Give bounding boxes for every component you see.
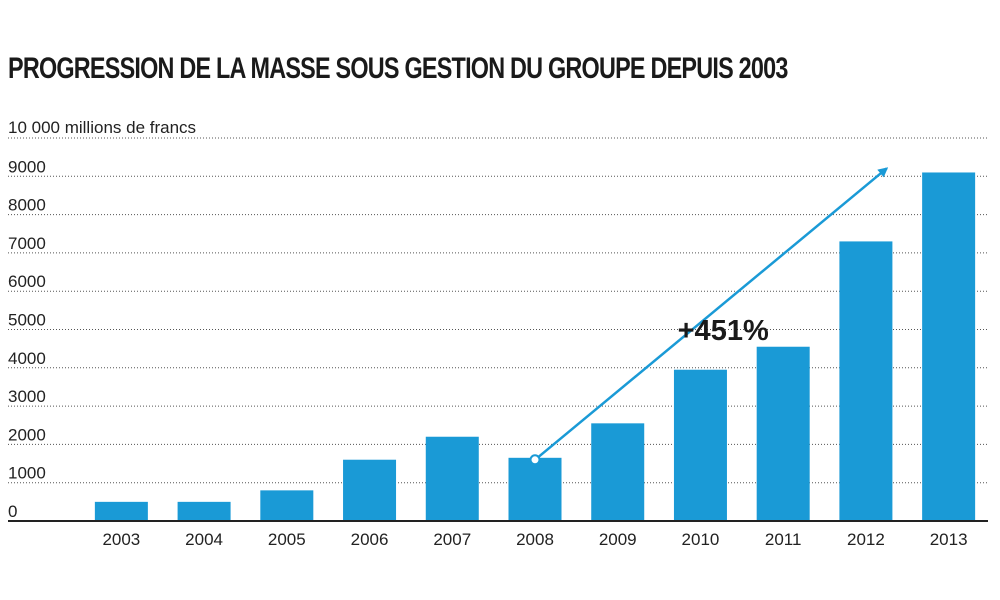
bar-2013 <box>922 172 976 521</box>
bar-2011 <box>756 346 810 521</box>
x-tick-label: 2012 <box>847 530 885 549</box>
bar-2003 <box>94 501 148 521</box>
y-tick-label: 5000 <box>8 311 46 330</box>
growth-arrow-start-dot <box>529 454 541 466</box>
y-tick-label: 2000 <box>8 425 46 444</box>
x-tick-label: 2009 <box>599 530 637 549</box>
y-tick-label: 7000 <box>8 234 46 253</box>
bar-2004 <box>177 501 231 521</box>
bar-2007 <box>425 436 479 521</box>
x-tick-label: 2004 <box>185 530 223 549</box>
bar-2005 <box>260 490 314 521</box>
growth-annotation-label: +451% <box>678 315 769 347</box>
x-tick-label: 2006 <box>351 530 389 549</box>
y-axis-unit-label: 10 000 millions de francs <box>8 118 196 137</box>
x-tick-label: 2008 <box>516 530 554 549</box>
bar-2012 <box>839 241 893 521</box>
x-tick-label: 2013 <box>930 530 968 549</box>
y-tick-label: 6000 <box>8 272 46 291</box>
y-tick-label: 8000 <box>8 196 46 215</box>
y-tick-label: 1000 <box>8 464 46 483</box>
bar-2008 <box>508 457 562 521</box>
x-tick-label: 2011 <box>765 530 802 549</box>
y-tick-label: 0 <box>8 502 17 521</box>
bar-2006 <box>343 459 397 521</box>
y-tick-label: 9000 <box>8 157 46 176</box>
y-tick-label: 3000 <box>8 387 46 406</box>
chart-title: PROGRESSION DE LA MASSE SOUS GESTION DU … <box>8 52 788 85</box>
growth-arrow <box>534 167 889 461</box>
x-tick-label: 2007 <box>433 530 471 549</box>
bar-2010 <box>673 369 727 521</box>
x-tick-label: 2005 <box>268 530 306 549</box>
x-tick-label: 2003 <box>102 530 140 549</box>
bar-2009 <box>591 423 645 521</box>
x-tick-label: 2010 <box>682 530 720 549</box>
y-tick-label: 4000 <box>8 349 46 368</box>
